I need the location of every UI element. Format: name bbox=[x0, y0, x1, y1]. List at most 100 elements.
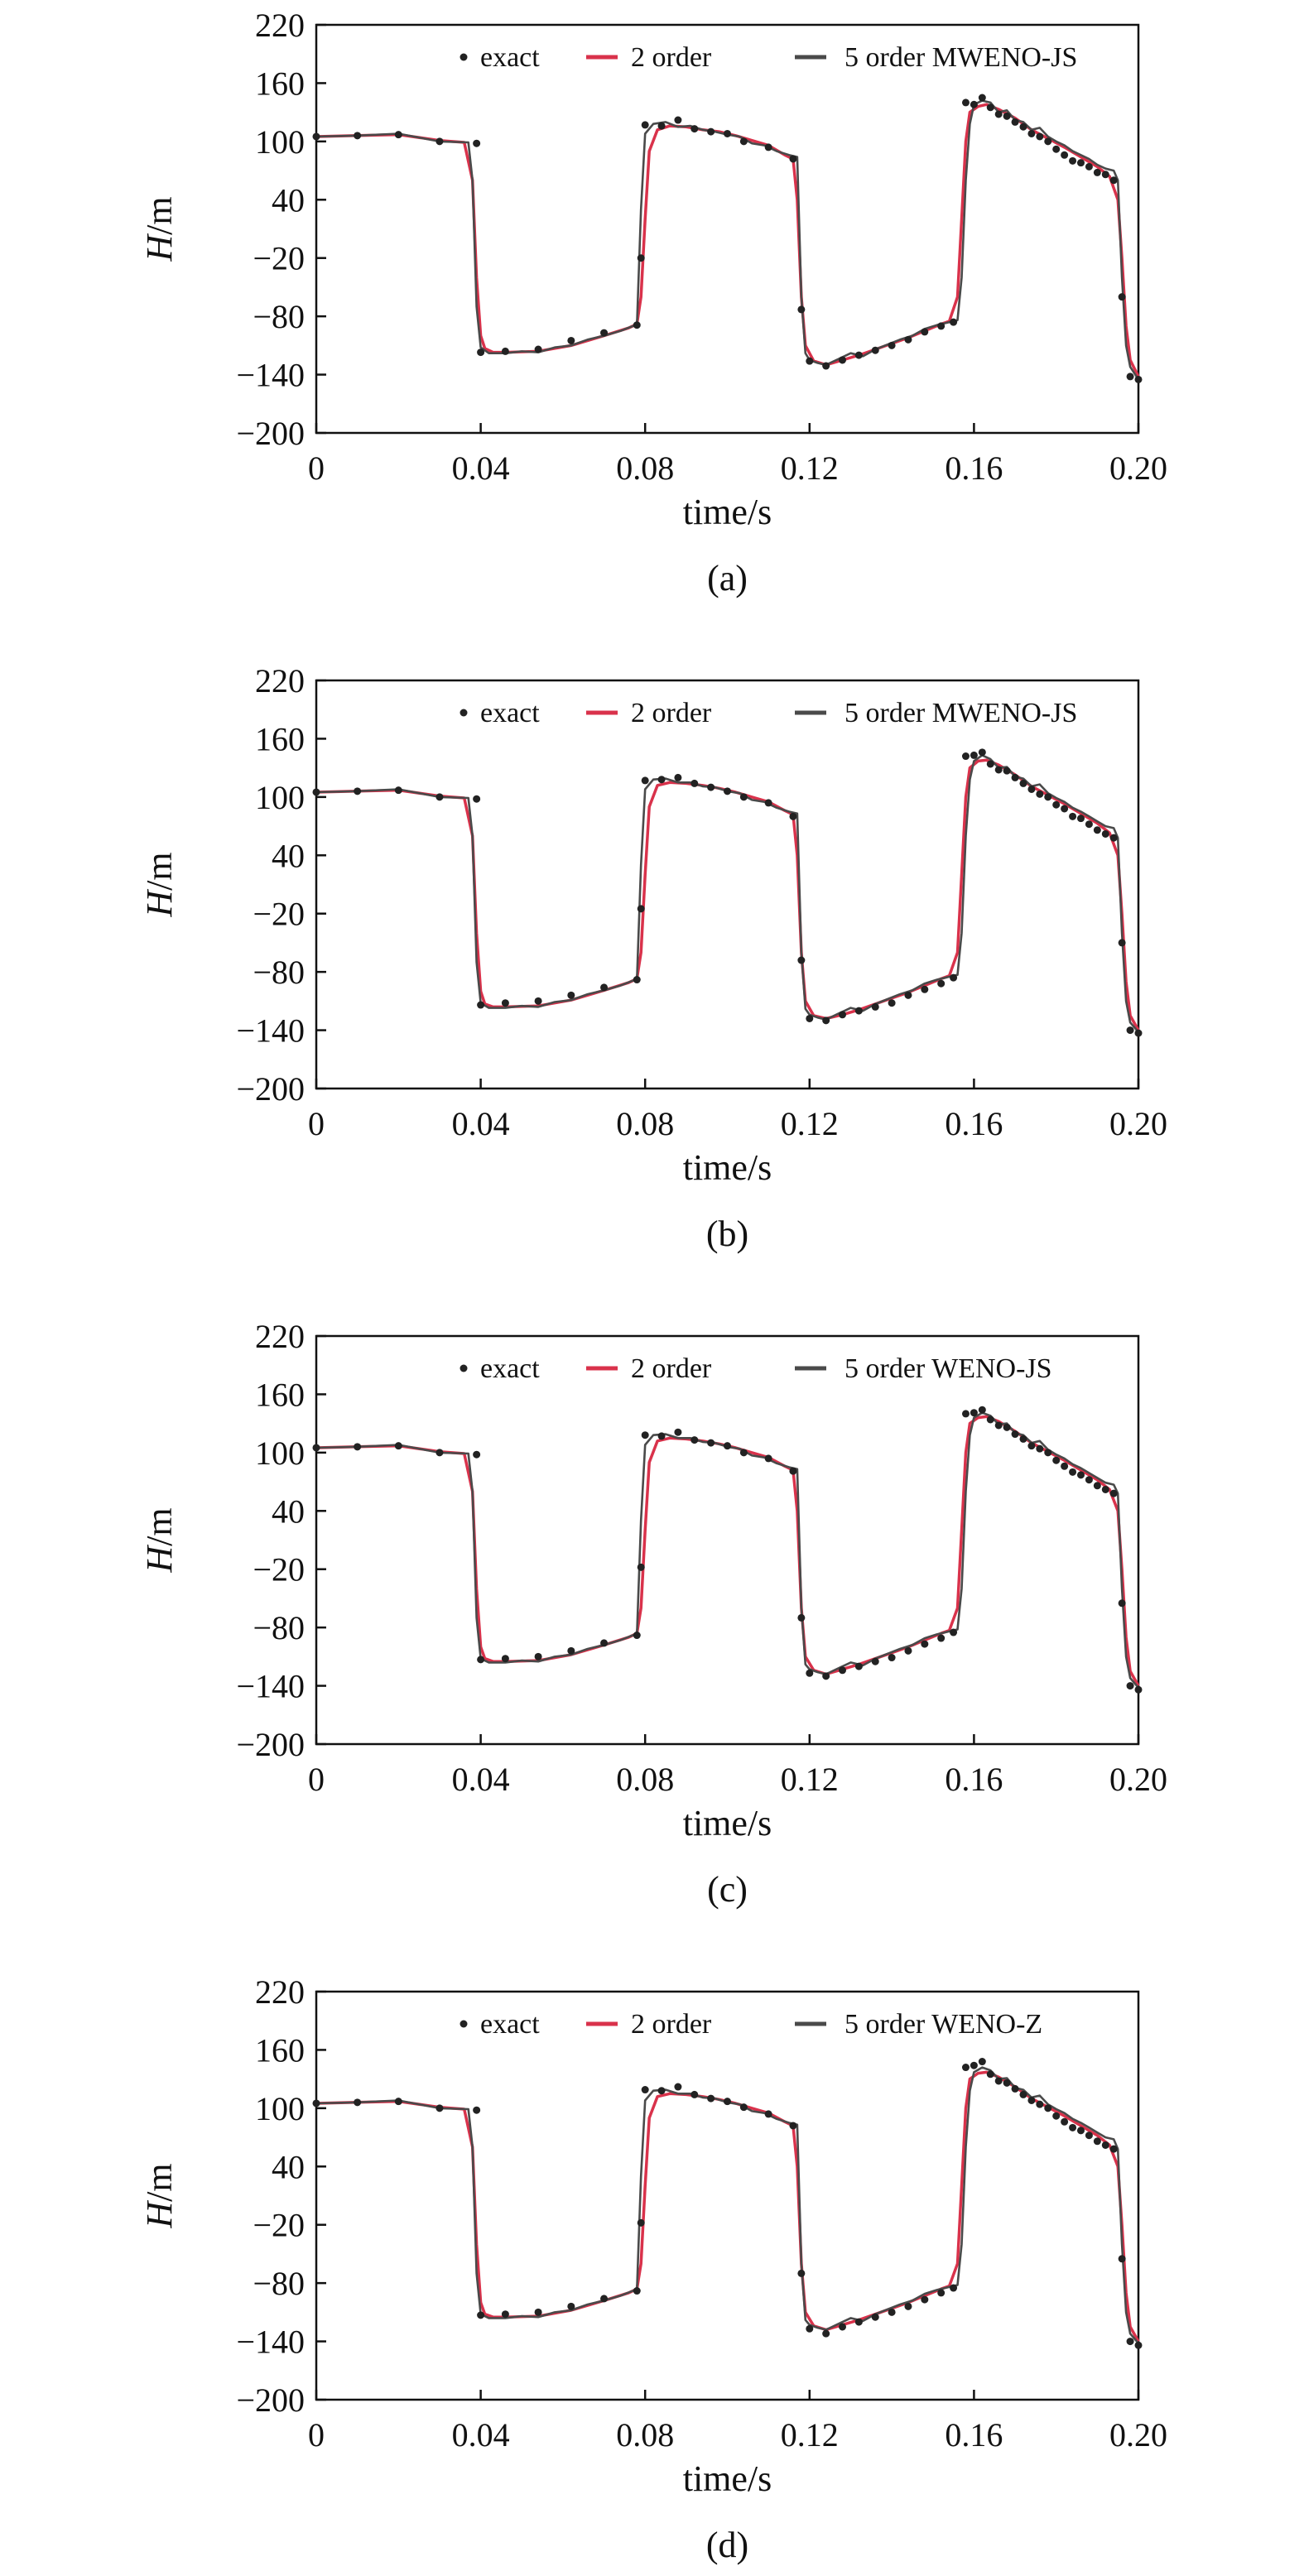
data-point bbox=[1085, 1476, 1093, 1484]
data-point bbox=[994, 110, 1003, 118]
data-point bbox=[1126, 1682, 1134, 1690]
data-point bbox=[978, 1406, 986, 1414]
data-point bbox=[970, 100, 978, 108]
data-point bbox=[789, 1467, 797, 1475]
x-tick-label: 0.12 bbox=[781, 449, 839, 487]
data-point bbox=[567, 1646, 575, 1655]
y-tick-label: 220 bbox=[255, 1973, 305, 2011]
data-point bbox=[797, 305, 806, 314]
data-point bbox=[394, 2098, 402, 2106]
data-point bbox=[674, 116, 682, 124]
data-point bbox=[1019, 1435, 1027, 1443]
data-point bbox=[1093, 1482, 1101, 1490]
series-line bbox=[315, 103, 1140, 377]
data-point bbox=[1069, 1468, 1077, 1476]
data-point bbox=[871, 1657, 879, 1665]
y-axis-label-unit: /m bbox=[139, 1507, 180, 1545]
data-point bbox=[1052, 2112, 1061, 2120]
data-point bbox=[764, 1454, 772, 1463]
data-point bbox=[1134, 2341, 1143, 2349]
data-point bbox=[978, 2058, 986, 2066]
legend-label: exact bbox=[480, 42, 540, 73]
data-point bbox=[1027, 2096, 1036, 2104]
data-point bbox=[1019, 2090, 1027, 2098]
data-point bbox=[1069, 2123, 1077, 2131]
legend-label: 5 order WENO-JS bbox=[844, 1353, 1052, 1384]
y-tick-label: 220 bbox=[255, 662, 305, 699]
y-tick-label: −20 bbox=[253, 1551, 305, 1588]
data-point bbox=[994, 2077, 1003, 2085]
legend-marker bbox=[460, 53, 468, 61]
x-tick-label: 0 bbox=[308, 449, 325, 487]
series-5-order bbox=[315, 1411, 1139, 1689]
y-tick-label: −200 bbox=[236, 2381, 305, 2419]
data-point bbox=[1061, 151, 1069, 159]
data-point bbox=[937, 322, 946, 330]
data-point bbox=[1118, 1599, 1126, 1608]
legend-item: 5 order WENO-JS bbox=[795, 1353, 1052, 1384]
data-point bbox=[1109, 834, 1118, 842]
legend-label: 2 order bbox=[631, 1353, 712, 1384]
data-point bbox=[724, 787, 731, 795]
data-point bbox=[888, 341, 896, 349]
data-point bbox=[1044, 1449, 1052, 1457]
plot-frame bbox=[315, 679, 1140, 1090]
data-point bbox=[473, 1450, 481, 1459]
data-point bbox=[477, 348, 485, 357]
data-point bbox=[501, 347, 509, 355]
plot-frame bbox=[315, 1334, 1140, 1746]
data-point bbox=[797, 956, 806, 964]
data-point bbox=[1085, 2131, 1093, 2140]
legend-label: exact bbox=[480, 2009, 540, 2040]
data-point bbox=[674, 2083, 682, 2091]
data-point bbox=[1019, 779, 1027, 787]
data-point bbox=[871, 1002, 879, 1011]
data-point bbox=[764, 2110, 772, 2118]
data-point bbox=[354, 2098, 362, 2107]
data-point bbox=[1076, 159, 1085, 167]
data-point bbox=[657, 1432, 666, 1440]
data-point bbox=[707, 2094, 715, 2103]
data-point bbox=[839, 1011, 847, 1019]
y-axis-label: H/m bbox=[139, 2163, 180, 2228]
data-point bbox=[822, 1672, 830, 1680]
series-line bbox=[315, 99, 1140, 381]
data-point bbox=[806, 1014, 814, 1022]
data-point bbox=[567, 336, 575, 344]
data-point bbox=[1061, 2117, 1069, 2126]
data-point bbox=[904, 335, 912, 344]
data-point bbox=[986, 1415, 994, 1424]
legend-label: 5 order MWENO-JS bbox=[844, 42, 1077, 73]
data-point bbox=[1011, 773, 1019, 781]
data-point bbox=[534, 345, 542, 353]
legend-item: 2 order bbox=[586, 698, 712, 728]
data-point bbox=[1101, 2141, 1109, 2149]
legend-marker bbox=[460, 1364, 468, 1372]
data-point bbox=[473, 795, 481, 803]
x-tick-label: 0.12 bbox=[781, 1761, 839, 1798]
legend-label: exact bbox=[480, 1353, 540, 1384]
data-point bbox=[871, 2313, 879, 2321]
data-point bbox=[921, 985, 929, 993]
data-point bbox=[1027, 129, 1036, 137]
data-point bbox=[1109, 1489, 1118, 1497]
data-point bbox=[1134, 375, 1143, 383]
data-point bbox=[690, 2090, 699, 2098]
legend-item: exact bbox=[460, 1353, 540, 1384]
y-axis-label: H/m bbox=[139, 852, 180, 917]
data-point bbox=[1134, 1685, 1143, 1694]
data-point bbox=[1085, 162, 1093, 171]
x-tick-label: 0.20 bbox=[1109, 2416, 1167, 2453]
data-point bbox=[854, 2318, 863, 2326]
data-point bbox=[724, 129, 731, 137]
data-point bbox=[950, 1628, 958, 1636]
data-point bbox=[871, 346, 879, 354]
legend-item: 2 order bbox=[586, 42, 712, 73]
data-point bbox=[1126, 372, 1134, 381]
data-point bbox=[394, 1442, 402, 1450]
data-point bbox=[1118, 293, 1126, 301]
panel-caption: (d) bbox=[706, 2525, 748, 2565]
data-point bbox=[764, 799, 772, 807]
